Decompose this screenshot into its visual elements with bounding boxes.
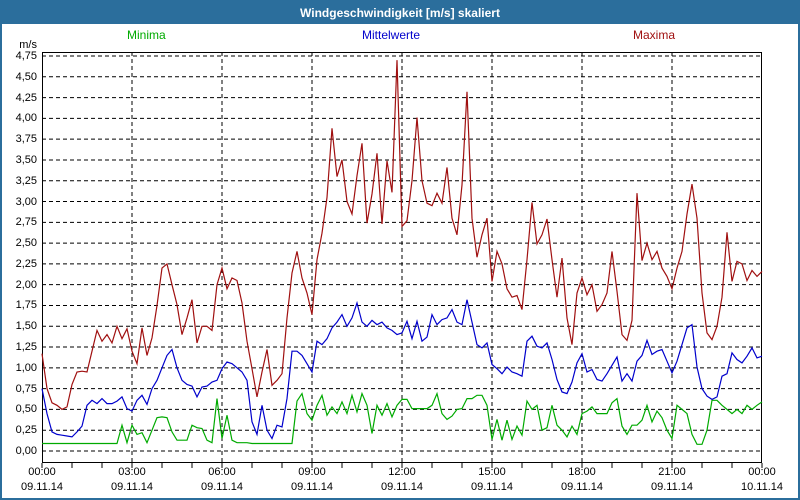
y-tick-label: 3,75	[15, 133, 37, 146]
x-tick-time-label: 15:00	[478, 466, 506, 478]
chart-plot-area	[41, 52, 763, 468]
legend-mittelwerte: Mittelwerte	[362, 28, 421, 42]
title-bar: Windgeschwindigkeit [m/s] skaliert	[2, 2, 798, 24]
x-tick-time-label: 18:00	[568, 466, 596, 478]
y-tick-label: 0,50	[15, 403, 37, 416]
x-tick-time-label: 00:00	[28, 466, 56, 478]
x-tick-date-label: 09.11.14	[470, 481, 513, 493]
y-tick-label: 2,25	[15, 257, 37, 270]
y-tick-label: 4,75	[15, 50, 37, 62]
x-tick-time-label: 21:00	[658, 466, 686, 478]
y-tick-label: 0,00	[15, 445, 37, 457]
x-tick-time-label: 09:00	[298, 466, 326, 478]
y-tick-label: 2,75	[15, 216, 37, 229]
x-tick-time-label: 03:00	[118, 466, 146, 478]
window-title: Windgeschwindigkeit [m/s] skaliert	[300, 6, 500, 20]
y-tick-label: 3,00	[15, 195, 37, 208]
y-tick-label: 0,75	[15, 382, 37, 395]
legend-minima: Minima	[127, 28, 166, 42]
x-tick-date-label: 09.11.14	[380, 481, 423, 493]
y-tick-label: 2,00	[15, 278, 37, 291]
y-tick-label: 1,50	[15, 320, 37, 333]
y-tick-label: 1,25	[15, 341, 37, 354]
y-tick-label: 4,00	[15, 112, 37, 125]
x-tick-date-label: 10.11.14	[740, 481, 783, 493]
x-tick-date-label: 09.11.14	[200, 481, 243, 493]
y-tick-label: 3,50	[15, 153, 37, 166]
x-tick-date-label: 09.11.14	[290, 481, 333, 493]
x-tick-date-label: 09.11.14	[650, 481, 693, 493]
chart-svg	[41, 52, 763, 468]
x-tick-time-label: 06:00	[208, 466, 236, 478]
y-tick-label: 3,25	[15, 174, 37, 187]
x-tick-date-label: 09.11.14	[20, 481, 63, 493]
legend-maxima: Maxima	[633, 28, 676, 42]
y-tick-label: 4,50	[15, 70, 37, 83]
x-tick-date-label: 09.11.14	[110, 481, 153, 493]
x-tick-date-label: 09.11.14	[560, 481, 603, 493]
y-axis-unit-label: m/s	[19, 39, 37, 51]
y-tick-label: 4,25	[15, 91, 37, 104]
x-tick-time-label: 12:00	[388, 466, 416, 478]
y-tick-label: 1,00	[15, 361, 37, 374]
y-tick-label: 2,50	[15, 237, 37, 250]
y-tick-label: 0,25	[15, 424, 37, 437]
x-tick-time-label: 00:00	[748, 466, 776, 478]
y-tick-label: 1,75	[15, 299, 37, 312]
